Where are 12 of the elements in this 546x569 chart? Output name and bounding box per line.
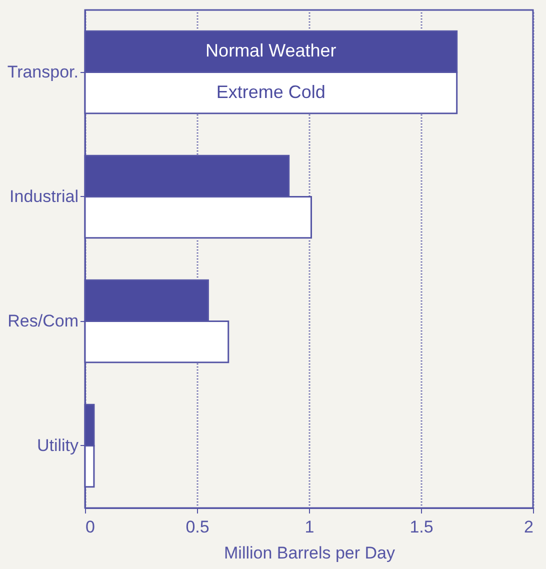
y-tick-label: Industrial — [10, 186, 78, 206]
series-label: Extreme Cold — [216, 82, 326, 102]
x-tick-label: 2 — [524, 518, 534, 536]
y-tick-label: Res/Com — [8, 311, 78, 330]
x-axis-title: Million Barrels per Day — [224, 544, 396, 562]
x-tick-label: 0 — [86, 518, 95, 536]
y-tick-label: Transpor. — [7, 62, 78, 82]
y-tick-label: Utility — [36, 436, 79, 455]
x-tick-label: 0.5 — [186, 518, 210, 536]
x-tick-label: 1.5 — [410, 518, 434, 536]
series-label: Normal Weather — [206, 40, 336, 61]
x-tick-label: 1 — [304, 518, 314, 536]
